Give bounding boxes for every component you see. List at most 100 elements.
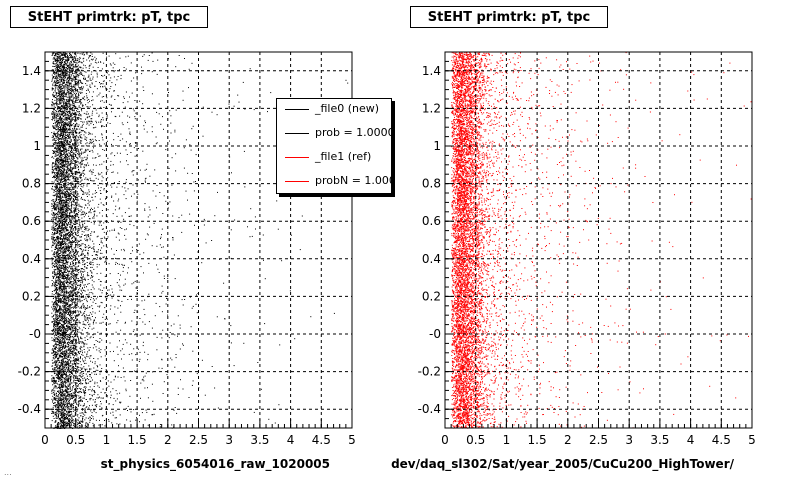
scatter-point xyxy=(62,160,64,162)
scatter-point xyxy=(79,397,81,399)
scatter-point xyxy=(51,188,53,190)
scatter-point xyxy=(52,104,54,106)
scatter-point xyxy=(66,161,68,163)
scatter-point xyxy=(58,182,60,184)
scatter-point xyxy=(88,170,90,172)
scatter-point xyxy=(59,364,61,366)
scatter-point xyxy=(51,392,53,394)
scatter-point xyxy=(87,239,89,241)
scatter-point xyxy=(90,123,92,125)
scatter-point xyxy=(67,177,69,179)
scatter-point xyxy=(78,380,80,382)
scatter-point xyxy=(68,349,70,351)
scatter-point xyxy=(55,282,57,283)
scatter-point xyxy=(51,285,53,287)
scatter-point xyxy=(61,58,63,60)
scatter-point xyxy=(100,106,102,108)
scatter-point xyxy=(51,352,53,354)
scatter-point xyxy=(77,299,79,301)
scatter-point xyxy=(77,181,79,183)
scatter-point xyxy=(162,393,164,394)
scatter-point xyxy=(75,89,77,91)
scatter-point xyxy=(51,381,53,383)
scatter-point xyxy=(59,420,61,422)
scatter-point xyxy=(81,217,83,219)
scatter-point xyxy=(77,52,79,54)
scatter-point xyxy=(70,185,72,186)
scatter-point xyxy=(51,339,53,341)
scatter-point xyxy=(64,326,66,328)
scatter-point xyxy=(59,337,61,339)
scatter-point xyxy=(59,116,61,118)
scatter-point xyxy=(92,180,94,182)
scatter-point xyxy=(56,272,58,274)
scatter-point xyxy=(62,256,64,258)
scatter-point xyxy=(55,280,57,282)
scatter-point xyxy=(92,301,94,303)
scatter-point xyxy=(73,144,75,146)
scatter-point xyxy=(62,221,64,223)
scatter-point xyxy=(82,421,84,423)
scatter-point xyxy=(52,284,54,286)
scatter-point xyxy=(74,221,76,223)
scatter-point xyxy=(93,327,95,329)
scatter-point xyxy=(68,148,70,150)
scatter-point xyxy=(83,231,85,233)
scatter-point xyxy=(63,341,65,343)
scatter-point xyxy=(53,338,55,340)
scatter-point xyxy=(108,289,110,291)
scatter-point xyxy=(71,230,73,232)
scatter-point xyxy=(64,398,66,399)
scatter-point xyxy=(58,155,60,157)
scatter-point xyxy=(73,242,75,243)
scatter-point xyxy=(61,313,63,315)
scatter-point xyxy=(58,320,60,322)
scatter-point xyxy=(57,231,58,233)
scatter-point xyxy=(63,282,65,284)
scatter-point xyxy=(68,90,70,92)
scatter-point xyxy=(67,55,68,56)
scatter-point xyxy=(55,191,57,192)
scatter-point xyxy=(62,52,64,54)
scatter-point xyxy=(66,266,68,268)
scatter-point xyxy=(51,280,53,281)
scatter-point xyxy=(54,72,56,74)
scatter-point xyxy=(197,145,199,147)
scatter-point xyxy=(63,286,65,288)
scatter-point xyxy=(62,255,64,257)
scatter-point xyxy=(74,375,75,377)
scatter-point xyxy=(51,233,53,235)
scatter-point xyxy=(121,289,123,291)
scatter-point xyxy=(69,383,71,385)
scatter-point xyxy=(99,305,101,307)
scatter-point xyxy=(74,148,76,149)
scatter-point xyxy=(61,274,63,276)
scatter-point xyxy=(67,99,69,101)
scatter-point xyxy=(102,204,104,206)
scatter-point xyxy=(84,279,86,281)
scatter-point xyxy=(59,308,61,310)
scatter-point xyxy=(97,340,99,342)
scatter-point xyxy=(72,341,74,343)
scatter-point xyxy=(69,192,71,194)
scatter-point xyxy=(79,141,81,143)
scatter-point xyxy=(54,61,56,62)
scatter-point xyxy=(99,280,101,282)
scatter-point xyxy=(84,254,86,256)
scatter-point xyxy=(97,206,99,208)
scatter-point xyxy=(63,269,65,271)
scatter-point xyxy=(64,176,66,178)
scatter-point xyxy=(100,224,102,226)
scatter-point xyxy=(147,359,149,361)
scatter-point xyxy=(181,299,183,301)
scatter-point xyxy=(95,254,97,256)
scatter-point xyxy=(88,275,90,277)
scatter-point xyxy=(190,326,192,328)
scatter-point xyxy=(65,54,66,56)
scatter-point xyxy=(52,72,54,74)
scatter-point xyxy=(84,277,86,279)
scatter-point xyxy=(76,334,78,336)
scatter-point xyxy=(82,314,84,316)
scatter-point xyxy=(59,319,61,321)
scatter-point xyxy=(83,184,85,186)
